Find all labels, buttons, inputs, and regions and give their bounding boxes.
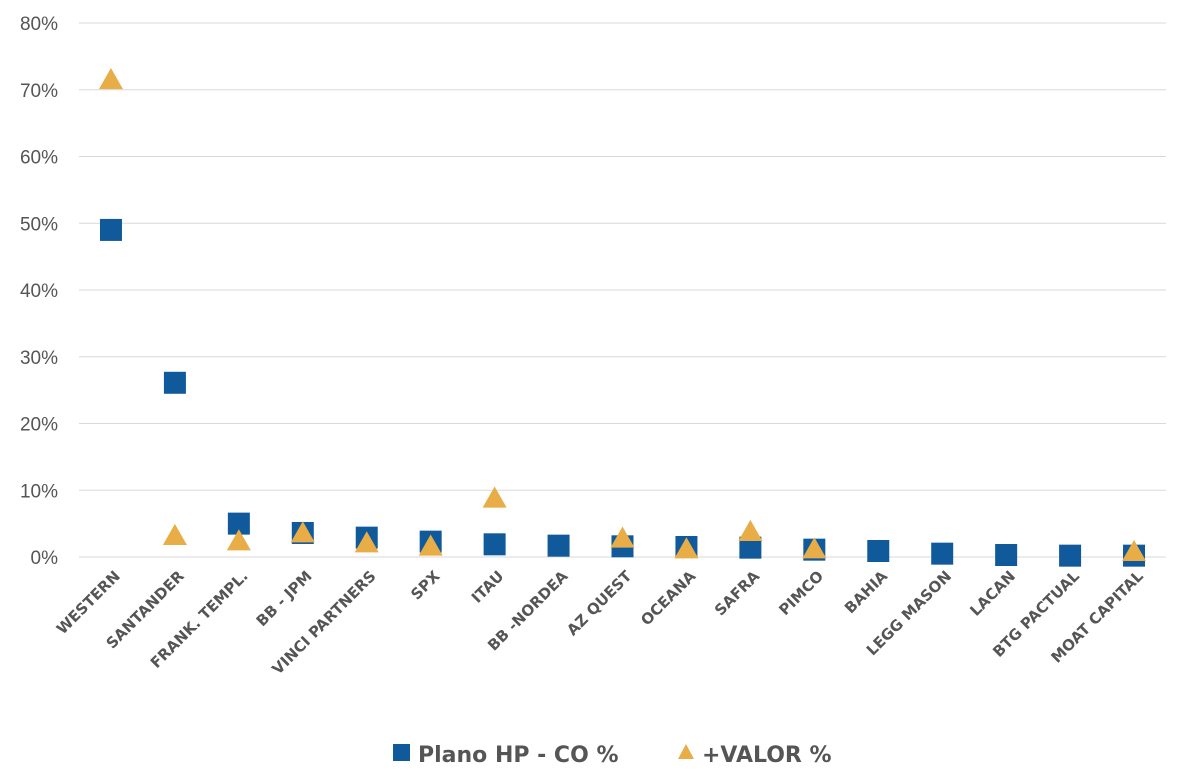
data-point-square bbox=[995, 543, 1018, 566]
x-tick-label: LACAN bbox=[966, 567, 1019, 620]
y-tick-label: 80% bbox=[20, 14, 58, 35]
y-tick-label: 20% bbox=[20, 415, 58, 436]
legend-triangle-marker bbox=[678, 744, 694, 759]
data-point-square bbox=[547, 534, 570, 557]
y-axis: 0% 10% 20% 30% 40% 50% 60% 70% 80% bbox=[20, 14, 58, 569]
data-point-triangle bbox=[738, 519, 763, 541]
data-point-triangle bbox=[802, 537, 827, 559]
plot-area bbox=[98, 67, 1147, 567]
y-tick-label: 10% bbox=[20, 481, 58, 502]
y-tick-label: 30% bbox=[20, 348, 58, 369]
legend-label-series-2: +VALOR % bbox=[702, 743, 832, 768]
data-point-square bbox=[1059, 544, 1082, 567]
data-point-square bbox=[163, 371, 186, 394]
x-tick-label: PIMCO bbox=[775, 567, 827, 619]
x-tick-label: ITAU bbox=[468, 567, 508, 607]
data-point-square bbox=[931, 542, 954, 565]
x-tick-label: BB - JPM bbox=[253, 567, 316, 630]
legend-square-marker bbox=[393, 744, 410, 761]
data-point-triangle bbox=[418, 534, 443, 556]
y-tick-label: 70% bbox=[20, 81, 58, 102]
gridlines bbox=[79, 22, 1166, 558]
legend: Plano HP - CO % +VALOR % bbox=[393, 743, 832, 768]
x-tick-label: SAFRA bbox=[711, 567, 763, 619]
x-tick-label: SPX bbox=[407, 567, 444, 604]
data-point-triangle bbox=[290, 521, 315, 543]
data-point-square bbox=[739, 536, 762, 559]
x-tick-label: AZ QUEST bbox=[563, 567, 636, 640]
data-point-square bbox=[483, 533, 506, 556]
legend-label-series-1: Plano HP - CO % bbox=[418, 743, 618, 768]
y-tick-label: 60% bbox=[20, 148, 58, 169]
data-point-triangle bbox=[162, 523, 187, 546]
y-tick-label: 50% bbox=[20, 214, 58, 235]
data-point-triangle bbox=[482, 486, 507, 508]
data-point-square bbox=[867, 539, 890, 562]
y-tick-label: 40% bbox=[20, 281, 58, 302]
data-point-square bbox=[99, 218, 122, 241]
data-point-square bbox=[227, 512, 250, 535]
data-point-triangle bbox=[354, 531, 379, 553]
data-point-triangle bbox=[98, 67, 123, 90]
x-tick-label: BAHIA bbox=[841, 567, 891, 617]
y-tick-label: 0% bbox=[31, 548, 59, 569]
data-point-triangle bbox=[226, 529, 251, 551]
data-point-triangle bbox=[674, 537, 699, 559]
x-tick-label: OCEANA bbox=[637, 567, 699, 629]
data-point-triangle bbox=[1122, 539, 1147, 562]
x-tick-label: WESTERN bbox=[53, 567, 124, 638]
data-point-triangle bbox=[610, 526, 635, 548]
